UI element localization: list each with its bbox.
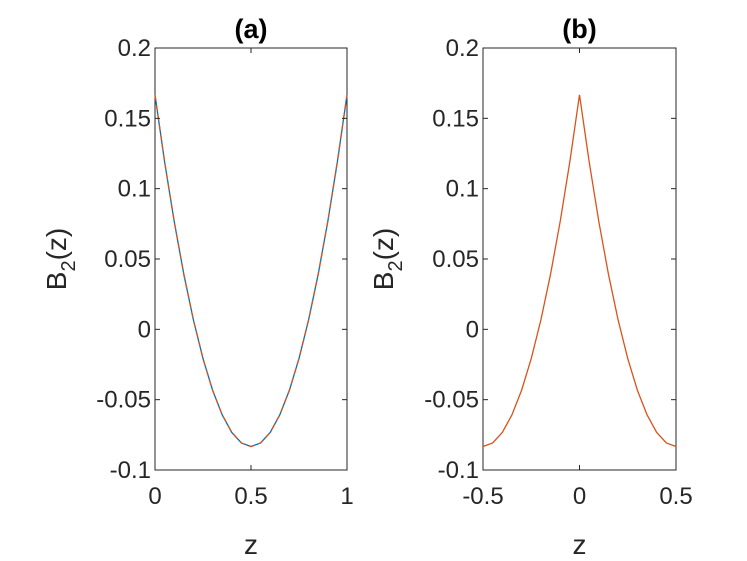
y-axis-label-a: B2(z) [41, 228, 80, 290]
y-axis-label-main-b: B [368, 272, 399, 291]
plot-area-b [482, 47, 677, 471]
panel-b: -0.1 -0.05 0 0.05 0.1 0.15 0.2 -0.5 0 0.5 (b) z B2(z… [368, 14, 693, 560]
y-axis-label-suffix-b: (z) [368, 228, 399, 261]
x-axis-label-a: z [244, 529, 258, 560]
y-tick-label-b: 0.2 [446, 35, 479, 62]
x-axis-label-b: z [573, 529, 587, 560]
y-tick-label-b: 0.05 [432, 246, 479, 273]
y-axis-label-subscript-a: 2 [58, 260, 80, 271]
y-axis-label-main-a: B [41, 272, 72, 291]
y-axis-label-b: B2(z) [368, 228, 407, 290]
panel-title-b: (b) [562, 14, 596, 44]
y-tick-label-b: -0.1 [438, 457, 479, 484]
series-line-b-1 [482, 94, 677, 448]
x-tick-label-a: 0.5 [234, 483, 267, 510]
panel-a: -0.1 -0.05 0 0.05 0.1 0.15 0.2 0 0.5 1 (a) z B2(z) [41, 14, 354, 560]
y-tick-label-b: 0.15 [432, 105, 479, 132]
y-tick-label-a: 0.1 [118, 176, 151, 203]
panel-title-a: (a) [235, 14, 268, 44]
x-tick-label-a: 1 [340, 483, 353, 510]
x-tick-label-a: 0 [148, 483, 161, 510]
y-tick-label-a: 0.15 [104, 105, 151, 132]
plot-area-a [154, 47, 348, 471]
y-axis-label-subscript-b: 2 [385, 260, 407, 271]
x-tick-label-b: 0.5 [659, 483, 692, 510]
y-axis-label-suffix-a: (z) [41, 228, 72, 261]
y-tick-label-a: -0.1 [110, 457, 151, 484]
y-tick-label-b: -0.05 [424, 387, 479, 414]
y-tick-label-b: 0.1 [446, 176, 479, 203]
y-tick-label-a: 0 [138, 316, 151, 343]
y-tick-label-a: -0.05 [96, 387, 151, 414]
series-line-a-2 [154, 94, 348, 448]
x-tick-label-b: 0 [573, 483, 586, 510]
y-tick-label-b: 0 [466, 316, 479, 343]
x-tick-label-b: -0.5 [462, 483, 503, 510]
y-tick-label-a: 0.05 [104, 246, 151, 273]
y-tick-label-a: 0.2 [118, 35, 151, 62]
